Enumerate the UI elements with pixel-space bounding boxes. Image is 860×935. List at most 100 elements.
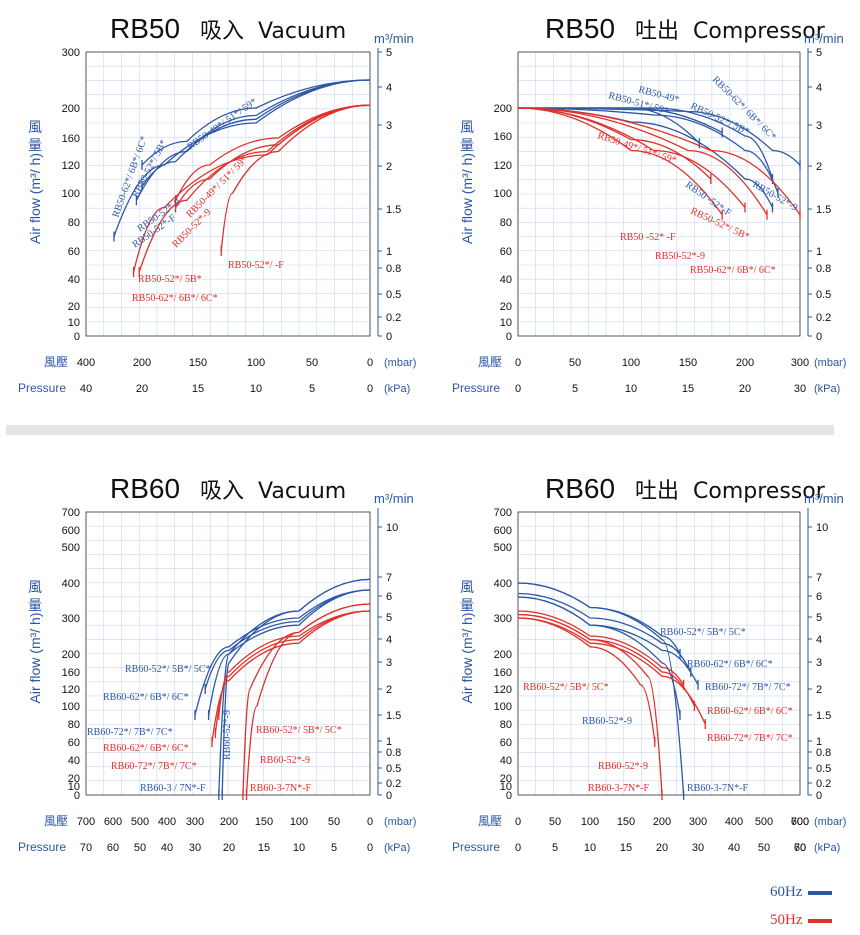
x-tick-label: 300 [689, 816, 707, 828]
y2-tick-label: 0.5 [386, 763, 401, 775]
x-tick-label: 30 [692, 842, 704, 854]
y2-tick-label: 10 [386, 522, 398, 534]
x-tick-label: 0 [515, 816, 521, 828]
x-tick-label: 5 [552, 842, 558, 854]
y2-tick-label: 3 [386, 657, 392, 669]
y2-tick-label: 3 [386, 120, 392, 132]
series-line [113, 79, 371, 237]
series-line [207, 589, 371, 716]
y-tick-label: 0 [506, 331, 512, 343]
right-unit: m³/min [804, 491, 844, 506]
series-label-60hz: RB60-72*/ 7B*/ 7C* [705, 682, 791, 693]
x-tick-label: 200 [736, 357, 754, 369]
y2-tick-label: 5 [386, 47, 392, 59]
series-line [517, 613, 663, 796]
title-model: RB50 [110, 13, 180, 44]
x-tick-label: 0 [515, 842, 521, 854]
y2-tick-label: 0 [816, 331, 822, 343]
x-tick-label: 0 [367, 816, 373, 828]
series-label-50hz: RB60-52*/ 5B*/ 5C* [256, 725, 342, 736]
x-tick-label: 5 [309, 383, 315, 395]
y2-tick-label: 4 [386, 634, 392, 646]
x-tick-label: 40 [728, 842, 740, 854]
x-tick-label: 0 [515, 357, 521, 369]
y2-tick-label: 0.8 [386, 263, 401, 275]
y2-tick-label: 0 [386, 790, 392, 802]
y-tick-label: 20 [68, 301, 80, 313]
y-tick-label: 40 [68, 274, 80, 286]
y-tick-label: 60 [68, 246, 80, 258]
x-tick-label: 5 [572, 383, 578, 395]
x-tick-label: 50 [569, 357, 581, 369]
plot-frame [85, 51, 371, 337]
x-tick-label: 10 [293, 842, 305, 854]
x-tick-label: 60 [794, 842, 806, 854]
x-tick-label: 500 [131, 816, 149, 828]
series-line [211, 610, 371, 743]
y-tick-label: 20 [68, 773, 80, 785]
y2-tick-label: 0 [816, 790, 822, 802]
series-label-60hz: RB60-3-7N*-F [687, 783, 749, 794]
y-tick-label: 80 [68, 719, 80, 731]
series-label-50hz: RB50-62*/ 6B*/ 6C* [132, 293, 218, 304]
series-labels-rb50-comp: RB50-51*/ 59*RB50-49*RB50-52*/ 5B*RB50-6… [596, 74, 799, 276]
x-tick-label: 50 [549, 816, 561, 828]
y-tick-label: 300 [62, 613, 80, 625]
x-tick-label: 15 [192, 383, 204, 395]
ylabel-cjk-2: 量 [28, 597, 42, 613]
series-label-60hz: RB60-62*/ 6B*/ 6C* [687, 659, 773, 670]
y2-tick-label: 3 [816, 657, 822, 669]
series-line [517, 107, 768, 216]
y2-tick-label: 6 [816, 591, 822, 603]
title-cjk: 吸入 [200, 19, 244, 44]
series-line [517, 617, 656, 743]
series-label-50hz: RB50-49*/ 51*/ 59* [184, 154, 250, 220]
y-tick-label: 120 [494, 160, 512, 172]
title-model: RB50 [545, 13, 615, 44]
series-line [517, 107, 801, 166]
x-tick-label: 300 [186, 816, 204, 828]
ylabel-cjk-2: 量 [460, 597, 474, 613]
ylabel-cjk-1: 風 [28, 579, 42, 595]
series-label-50hz: RB60-62*/ 6B*/ 6C* [707, 706, 793, 717]
y-tick-label: 120 [62, 160, 80, 172]
x-tick-label: 0 [367, 383, 373, 395]
series-line [220, 104, 371, 252]
title-cjk: 吐出 [635, 479, 679, 504]
series-line [517, 107, 779, 194]
y2-tick-label: 1.5 [816, 710, 831, 722]
y-tick-label: 0 [74, 331, 80, 343]
y-tick-label: 100 [62, 701, 80, 713]
x-tick-label: 100 [290, 816, 308, 828]
x-tick-label: 40 [161, 842, 173, 854]
x-row1-label: 風壓 [44, 814, 68, 828]
series-label-50hz: RB50 -52* -F [620, 232, 676, 243]
y-tick-label: 200 [494, 103, 512, 115]
right-unit: m³/min [804, 31, 844, 46]
y2-tick-label: 6 [386, 591, 392, 603]
series-group-0 [113, 79, 371, 277]
x-tick-label: 100 [581, 816, 599, 828]
y2-tick-label: 0.5 [816, 763, 831, 775]
y-tick-label: 160 [62, 133, 80, 145]
y-tick-label: 160 [494, 131, 512, 143]
x-tick-label: 5 [331, 842, 337, 854]
x-row1-unit: (mbar) [814, 357, 846, 369]
y-tick-label: 20 [500, 773, 512, 785]
y-tick-label: 60 [500, 246, 512, 258]
series-label-60hz: RB60-72*/ 7B*/ 7C* [87, 727, 173, 738]
x-row1-label: 風壓 [478, 355, 502, 369]
x-tick-label: 200 [133, 357, 151, 369]
legend-50hz-label: 50Hz [770, 912, 803, 928]
series-label-60hz: RB60-3 / 7N*-F [140, 783, 206, 794]
y-tick-label: 200 [62, 103, 80, 115]
series-label-50hz: RB50-52*/ 5B* [138, 274, 202, 285]
y2-tick-label: 1 [386, 736, 392, 748]
section-divider [6, 425, 834, 435]
y-tick-label: 80 [500, 719, 512, 731]
series-line [517, 107, 801, 216]
y-tick-label: 10 [500, 781, 512, 793]
y-tick-label: 200 [494, 649, 512, 661]
series-label-50hz: RB60-72*/ 7B*/ 7C* [111, 761, 197, 772]
